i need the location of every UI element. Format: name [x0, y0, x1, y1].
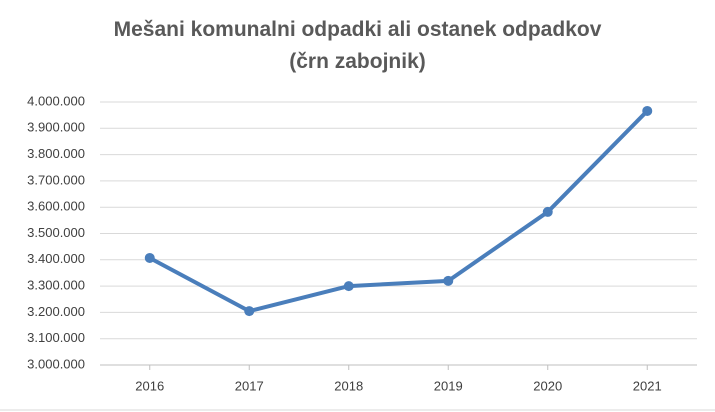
data-point	[443, 275, 454, 286]
x-tick-label: 2018	[334, 378, 363, 393]
y-tick-label: 3.000.000	[27, 356, 85, 371]
x-tick-label: 2019	[434, 378, 463, 393]
data-point	[343, 281, 354, 292]
data-point	[244, 306, 255, 317]
series-line	[148, 109, 649, 314]
y-tick-label: 3.900.000	[27, 120, 85, 135]
y-tick-label: 3.200.000	[27, 304, 85, 319]
x-tick-label: 2020	[533, 378, 562, 393]
chart-title: Mešani komunalni odpadki ali ostanek odp…	[113, 18, 602, 73]
y-tick-label: 3.800.000	[27, 146, 85, 161]
y-tick-label: 4.000.000	[27, 93, 85, 108]
y-tick-label: 3.700.000	[27, 172, 85, 187]
x-tick-label: 2021	[633, 378, 662, 393]
x-tick-label: 2017	[235, 378, 264, 393]
x-tick-label: 2016	[135, 378, 164, 393]
y-tick-label: 3.600.000	[27, 199, 85, 214]
data-point	[642, 105, 653, 116]
data-point	[542, 206, 553, 217]
y-tick-label: 3.100.000	[27, 330, 85, 345]
data-point	[144, 252, 155, 263]
y-tick-label: 3.500.000	[27, 225, 85, 240]
y-tick-label: 3.300.000	[27, 278, 85, 293]
y-tick-label: 3.400.000	[27, 251, 85, 266]
